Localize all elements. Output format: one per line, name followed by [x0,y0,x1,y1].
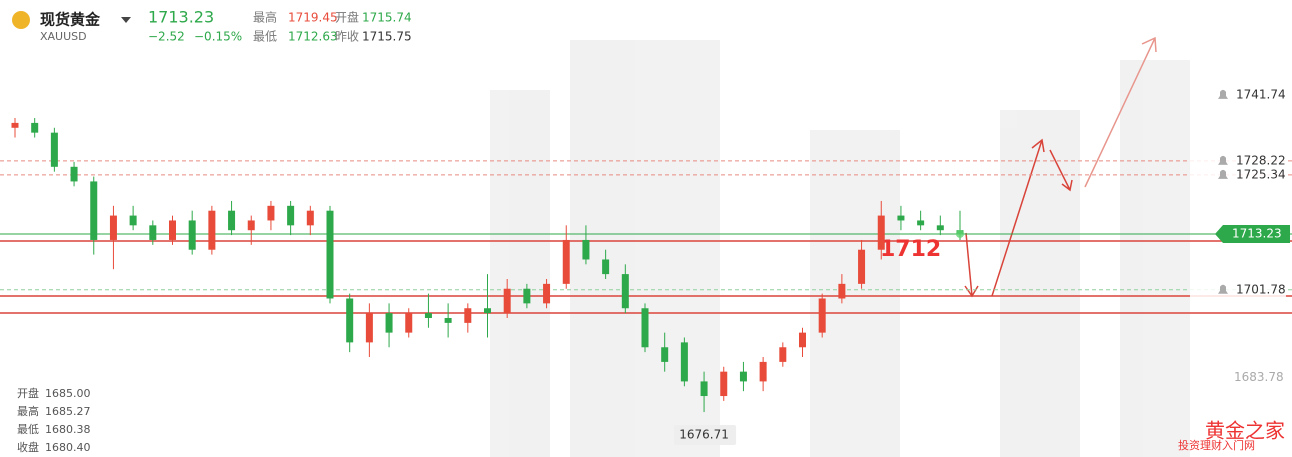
candle-body [247,220,255,231]
watermark: 黄金之家 [1205,419,1285,443]
candle-body [562,239,570,284]
stat-label: 最高 [253,10,277,25]
candle-body [621,274,629,309]
candle-body [188,220,196,250]
candle-body [838,283,846,299]
candle-body [720,371,728,397]
change-pct: −0.15% [194,30,242,44]
background [490,40,1190,457]
candle-body [424,313,432,318]
candle-body [90,181,98,240]
candle-body [582,239,590,260]
candle-body [877,215,885,250]
candle-body [346,298,354,343]
info-value: 1680.38 [45,423,91,436]
candle-body [779,347,787,362]
candle-body [641,308,649,348]
price-label: 1683.78 [1234,370,1284,384]
candle-body [858,249,866,284]
symbol: XAUUSD [40,30,87,43]
candle-body [464,308,472,323]
candle-body [484,308,491,314]
candle-body [228,210,236,231]
price-tag [1215,224,1290,243]
info-value: 1685.00 [45,387,91,400]
watermark: 投资理财入门网 [1178,438,1255,452]
icon [12,11,30,29]
candle-body [759,361,767,382]
candle-body [169,220,176,240]
stat-value: 1715.75 [362,30,412,44]
price-label: 1701.78 [1236,282,1286,296]
bell-icon [1218,89,1228,99]
stat-label: 开盘 [335,10,359,25]
price-label: 1728.22 [1236,153,1286,167]
candle-body [661,347,669,362]
annotation: 1712 [880,237,941,262]
low-tag [674,425,737,445]
candle-body [739,371,747,382]
stat-label: 昨收 [335,30,359,44]
price-tag-bg [1190,84,1286,104]
drawn-arrows [964,36,1157,298]
info-label: 开盘 [17,386,39,400]
candle-body [503,288,511,314]
candle-body [680,342,688,382]
candle-body [602,259,610,275]
candle-body [306,210,314,226]
bell-icon [1218,169,1228,179]
candle-body [936,225,944,231]
candle-body [523,288,531,304]
candle-body [50,132,58,167]
candle-body [208,210,216,250]
candle-body [700,381,708,397]
stat-value: 1715.74 [362,11,412,25]
candle-body [818,298,826,333]
instrument-name: 现货黄金 [40,11,101,29]
info-label: 收盘 [17,440,39,454]
bell-icon [1218,155,1228,165]
candle-body [385,313,393,333]
info-label: 最高 [17,404,39,418]
dropdown[interactable] [121,17,131,23]
info-value: 1685.27 [45,405,91,418]
low-label: 1676.71 [679,428,729,442]
price-tag-bg [1190,164,1286,184]
candle-body [149,225,157,240]
candle-body [365,313,373,343]
price-label: 1713.23 [1232,226,1282,240]
candle-body [917,220,925,226]
candle-body [326,210,334,299]
info-value: 1680.40 [45,441,91,454]
bell-icon [1218,284,1228,294]
candle-body [287,205,295,226]
stat-label: 最低 [253,30,277,44]
price: 1713.23 [148,8,214,27]
candle-body [31,122,39,133]
candle-body [70,166,78,182]
last-dot [956,229,964,238]
candle-body [543,283,551,304]
candle-body [799,332,806,348]
change: −2.52 [148,30,185,44]
candle-body [897,215,905,221]
info-label: 最低 [17,423,39,436]
stat-value: 1712.63 [288,30,338,44]
price-tag-bg [1190,279,1286,299]
candle-body [405,313,413,333]
price-label: 1741.74 [1236,87,1286,101]
candle-body [11,122,19,128]
candle-body [109,215,117,240]
candle-body [267,205,275,221]
price-label: 1725.34 [1236,167,1286,181]
candle-body [129,215,137,226]
stat-value: 1719.45 [288,11,338,25]
candle-body [444,317,452,323]
